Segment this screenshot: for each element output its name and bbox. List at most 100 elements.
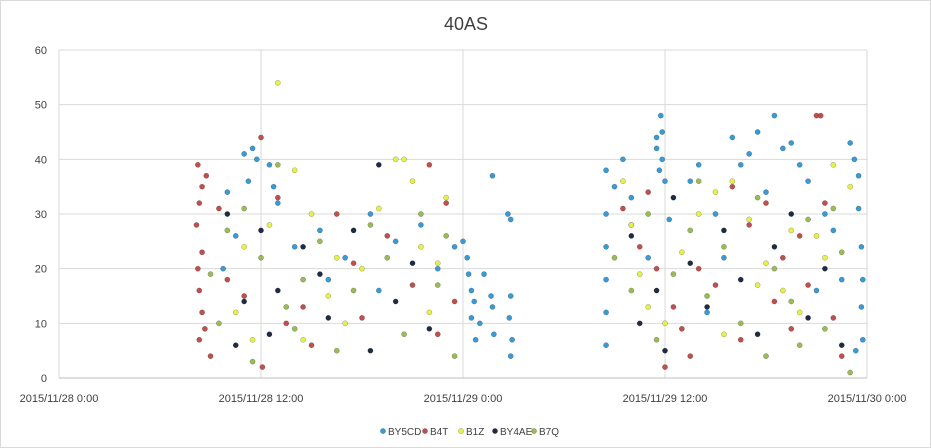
legend-item: B4T <box>422 427 448 438</box>
data-point <box>333 254 340 261</box>
data-point <box>491 331 497 338</box>
data-point <box>678 325 685 332</box>
data-point <box>771 243 778 250</box>
data-point <box>653 145 660 152</box>
data-point <box>603 167 609 174</box>
data-point <box>401 331 407 338</box>
data-point <box>489 304 496 310</box>
data-point <box>249 358 256 365</box>
x-tick-label: 2015/11/30 0:00 <box>828 393 907 405</box>
data-point <box>375 161 382 168</box>
data-point <box>653 265 660 272</box>
data-point <box>763 200 769 206</box>
data-point <box>317 271 323 277</box>
data-point <box>426 161 433 168</box>
data-point <box>645 304 652 310</box>
data-point <box>451 353 458 359</box>
data-point <box>259 364 266 370</box>
data-point <box>852 347 859 354</box>
data-point <box>333 347 340 354</box>
data-point <box>729 134 736 141</box>
data-point <box>224 189 231 195</box>
data-point <box>830 315 837 321</box>
data-point <box>788 298 795 305</box>
data-point <box>746 222 753 228</box>
data-point <box>401 156 407 163</box>
data-point <box>241 205 248 212</box>
data-point <box>678 249 685 256</box>
data-point <box>817 112 824 119</box>
data-point <box>603 342 609 349</box>
series-by4ae <box>224 161 845 354</box>
data-point <box>507 216 514 223</box>
data-point <box>771 265 778 272</box>
data-point <box>241 243 248 250</box>
data-point <box>317 238 323 245</box>
data-point <box>822 325 828 332</box>
data-point <box>746 216 753 223</box>
data-point <box>830 227 837 234</box>
data-point <box>325 315 332 321</box>
data-point <box>670 304 677 310</box>
data-point <box>628 233 635 239</box>
legend: BY5CD B4T B1Z BY4AE B7Q <box>380 427 559 438</box>
data-point <box>779 254 786 261</box>
data-point <box>434 265 441 272</box>
data-point <box>822 200 828 206</box>
data-point <box>603 211 609 217</box>
data-point <box>838 276 845 283</box>
data-point <box>695 178 702 185</box>
data-point <box>266 331 273 338</box>
data-point <box>657 112 664 119</box>
data-point <box>645 211 652 217</box>
data-point <box>687 227 694 234</box>
data-point <box>659 156 666 163</box>
data-point <box>822 211 828 217</box>
data-point <box>788 140 795 146</box>
data-point <box>367 211 374 217</box>
y-tick-label: 50 <box>35 100 47 112</box>
data-point <box>464 254 471 261</box>
data-point <box>451 243 458 250</box>
data-point <box>443 194 450 201</box>
data-point <box>465 271 472 277</box>
data-point <box>704 304 710 310</box>
data-point <box>695 161 702 168</box>
data-point <box>359 265 365 272</box>
data-point <box>721 227 727 234</box>
data-point <box>704 309 710 316</box>
data-point <box>754 194 761 201</box>
data-point <box>507 293 514 299</box>
data-point <box>788 227 795 234</box>
data-point <box>375 205 382 212</box>
data-point <box>342 254 349 261</box>
data-point <box>224 227 231 234</box>
data-point <box>659 129 666 135</box>
y-tick-label: 60 <box>35 45 47 57</box>
data-point <box>662 364 668 370</box>
data-point <box>653 134 660 141</box>
data-point <box>207 353 214 359</box>
data-point <box>729 183 736 190</box>
data-point <box>203 172 210 179</box>
data-point <box>193 222 200 228</box>
data-point <box>822 265 828 272</box>
data-point <box>830 205 837 212</box>
data-point <box>350 260 357 267</box>
data-point <box>468 315 475 321</box>
data-point <box>249 145 256 152</box>
data-point <box>274 194 281 201</box>
legend-marker <box>380 428 386 434</box>
data-point <box>813 233 820 239</box>
data-point <box>224 211 231 217</box>
data-point <box>266 161 273 168</box>
data-point <box>670 194 677 201</box>
data-point <box>367 222 374 228</box>
data-point <box>603 243 609 250</box>
data-point <box>384 233 391 239</box>
data-point <box>426 325 433 332</box>
data-point <box>838 353 845 359</box>
data-point <box>620 178 626 185</box>
data-point <box>611 254 618 261</box>
